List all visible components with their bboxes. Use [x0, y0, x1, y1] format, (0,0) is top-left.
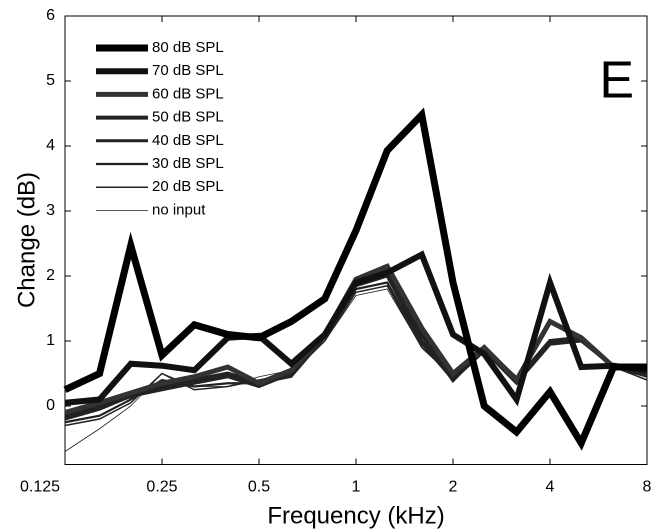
- legend-label: 30 dB SPL: [152, 155, 224, 172]
- legend-label: 60 dB SPL: [152, 85, 224, 102]
- x-tick-label: 8: [643, 479, 652, 496]
- x-tick-label: 0.25: [146, 479, 177, 496]
- series-line: [64, 274, 648, 421]
- x-tick-label: 0.125: [20, 479, 60, 496]
- panel-letter: E: [599, 52, 634, 110]
- legend-label: 80 dB SPL: [152, 39, 224, 56]
- plot-frame: [64, 15, 648, 465]
- legend-label: 40 dB SPL: [152, 132, 224, 149]
- x-tick-label: 0.5: [248, 479, 270, 496]
- legend-label: 70 dB SPL: [152, 62, 224, 79]
- legend-label: no input: [152, 201, 206, 218]
- legend-label: 20 dB SPL: [152, 178, 224, 195]
- y-tick-label: 2: [46, 267, 55, 284]
- y-tick-label: 0: [46, 397, 55, 414]
- series-line: [64, 250, 648, 407]
- legend-label: 50 dB SPL: [152, 109, 224, 126]
- series-line: [63, 107, 647, 451]
- y-tick-label: 4: [46, 137, 55, 154]
- x-tick-label: 2: [449, 479, 458, 496]
- x-tick-label: 1: [352, 479, 361, 496]
- series-line: [64, 263, 648, 415]
- y-tick-label: 3: [46, 202, 55, 219]
- y-tick-label: 1: [46, 332, 55, 349]
- y-axis-label: Change (dB): [13, 172, 40, 308]
- y-tick-label: 6: [46, 7, 55, 24]
- x-tick-label: 4: [546, 479, 555, 496]
- y-tick-label: 5: [46, 72, 55, 89]
- x-axis-label: Frequency (kHz): [267, 502, 444, 529]
